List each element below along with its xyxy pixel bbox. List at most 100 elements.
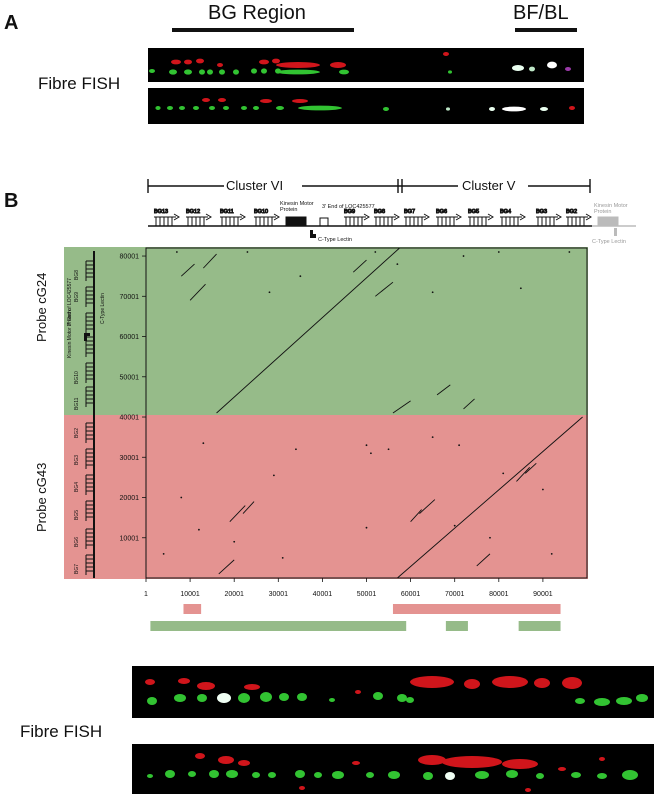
probe-cg43-coverage-bar — [392, 604, 561, 614]
svg-text:BG4: BG4 — [500, 209, 511, 215]
alignment-dot — [541, 488, 544, 491]
lectin-label-top-faded: C-Type Lectin — [592, 239, 626, 245]
x-tick-label: 30001 — [269, 591, 289, 598]
alignment-segment — [375, 281, 394, 297]
gene-map-top: BG13 BG12 BG11 BG10 BG9 BG8 BG7 BG6 BG5 BG4 BG3 BG2 — [148, 209, 636, 238]
alignment-dot — [431, 436, 434, 439]
left-gene-glyph — [85, 448, 94, 469]
alignment-dot — [202, 442, 205, 445]
probe-coverage-bars — [150, 604, 561, 631]
left-bg3-label: BG3 — [74, 454, 80, 465]
fish-strip-b2 — [147, 753, 638, 792]
alignment-segment — [410, 509, 422, 522]
left-bg9-label: BG9 — [74, 291, 80, 302]
alignment-dot — [180, 496, 183, 499]
alignment-dot — [519, 287, 522, 290]
cluster-bracket — [147, 177, 591, 195]
alignment-segment — [436, 384, 451, 396]
alignment-segment — [392, 400, 411, 414]
fish-strip-b1 — [145, 676, 648, 706]
gene-bg13: BG13 — [154, 209, 180, 226]
alignment-dot — [374, 251, 377, 253]
fish-strip-a1 — [149, 52, 571, 75]
svg-text:BG9: BG9 — [344, 209, 355, 215]
gene-bg6: BG6 — [436, 209, 462, 226]
left-bg4-label: BG4 — [74, 481, 80, 492]
svg-text:BG11: BG11 — [220, 209, 234, 215]
left-gene-glyph — [85, 474, 94, 495]
y-tick-label: 20001 — [120, 495, 140, 502]
y-tick-label: 70001 — [120, 294, 140, 301]
probe-cg24-region — [64, 247, 588, 415]
left-gene-glyph — [85, 386, 94, 407]
alignment-dot — [431, 291, 434, 294]
alignment-segment — [352, 259, 367, 273]
alignment-dot — [198, 528, 200, 531]
alignment-segment — [229, 505, 246, 522]
alignment-dot — [550, 552, 553, 555]
alignment-dot — [365, 444, 368, 447]
alignment-dot — [497, 251, 500, 253]
main-diagonal-top — [216, 247, 400, 414]
x-tick-label: 1 — [144, 591, 148, 598]
svg-text:BG5: BG5 — [468, 209, 479, 215]
dot-plot: 1 10001 20001 30001 40001 50001 60001 70001 8000… — [64, 247, 588, 598]
bfbl-label: BF/BL — [513, 2, 569, 24]
alignment-dot — [246, 251, 249, 253]
left-bg6-label: BG6 — [74, 536, 80, 547]
x-tick-label: 20001 — [224, 591, 244, 598]
alignment-dot — [387, 448, 390, 451]
alignment-segment — [189, 283, 206, 301]
left-bg8-label: BG8 — [74, 269, 80, 280]
alignment-dot — [281, 556, 284, 559]
left-lectin-label: C-Type Lectin — [100, 293, 106, 324]
alignment-dot — [453, 524, 456, 527]
kinesin-label-top: Kinesin Motor Protein — [280, 201, 314, 213]
gene-bg2: BG2 — [566, 209, 592, 226]
left-kinesin-label: Kinesin Motor Protein — [67, 310, 73, 358]
alignment-segment — [463, 398, 475, 410]
kinesin-label-top-faded: Kinesin Motor Protein — [594, 203, 628, 215]
alignment-dot — [295, 448, 297, 451]
x-tick-label: 50001 — [357, 591, 377, 598]
alignment-dot — [299, 275, 302, 278]
alignment-dot — [365, 526, 368, 529]
x-tick-label: 60001 — [401, 591, 421, 598]
kinesin-glyph — [597, 216, 619, 227]
x-tick-label: 40001 — [313, 591, 333, 598]
alignment-segment — [524, 462, 537, 474]
x-tick-label: 10001 — [180, 591, 200, 598]
alignment-segment — [202, 253, 217, 269]
svg-text:BG3: BG3 — [536, 209, 547, 215]
probe-cg24-coverage-bar — [445, 621, 468, 631]
y-tick-label: 30001 — [120, 455, 140, 462]
kinesin-glyph — [285, 216, 307, 227]
gene-bg5: BG5 — [468, 209, 494, 226]
left-gene-glyph — [85, 500, 94, 521]
fibre-fish-image-b — [132, 666, 654, 794]
gene-bg8: BG8 — [374, 209, 400, 226]
probe-cg43-region — [64, 415, 588, 579]
gene-bg9: BG9 — [344, 209, 370, 226]
left-bg5-label: BG5 — [74, 509, 80, 520]
probe-cg43-coverage-bar — [183, 604, 202, 614]
gene-bg4: BG4 — [500, 209, 526, 226]
fibre-fish-image-a — [148, 48, 584, 124]
lectin-label-top: C-Type Lectin — [318, 237, 352, 243]
svg-text:BG8: BG8 — [374, 209, 385, 215]
probe-cg43-label: Probe cG43 — [34, 462, 49, 532]
alignment-dot — [462, 255, 465, 257]
alignment-segment — [476, 553, 491, 567]
alignment-segment — [419, 499, 436, 514]
cluster-vi-label: Cluster VI — [226, 178, 284, 193]
alignment-segment — [218, 559, 235, 575]
left-gene-glyph — [85, 528, 94, 549]
left-bg11-label: BG11 — [74, 397, 80, 410]
end-glyph — [319, 217, 329, 226]
probe-cg24-coverage-bar — [150, 621, 407, 631]
x-tick-label: 90001 — [533, 591, 553, 598]
end-label-top: 3' End of LOC425577 — [322, 204, 375, 210]
fish-strip-a2 — [155, 98, 575, 112]
panel-b-letter: B — [4, 190, 19, 212]
probe-cg24-coverage-bar — [518, 621, 561, 631]
